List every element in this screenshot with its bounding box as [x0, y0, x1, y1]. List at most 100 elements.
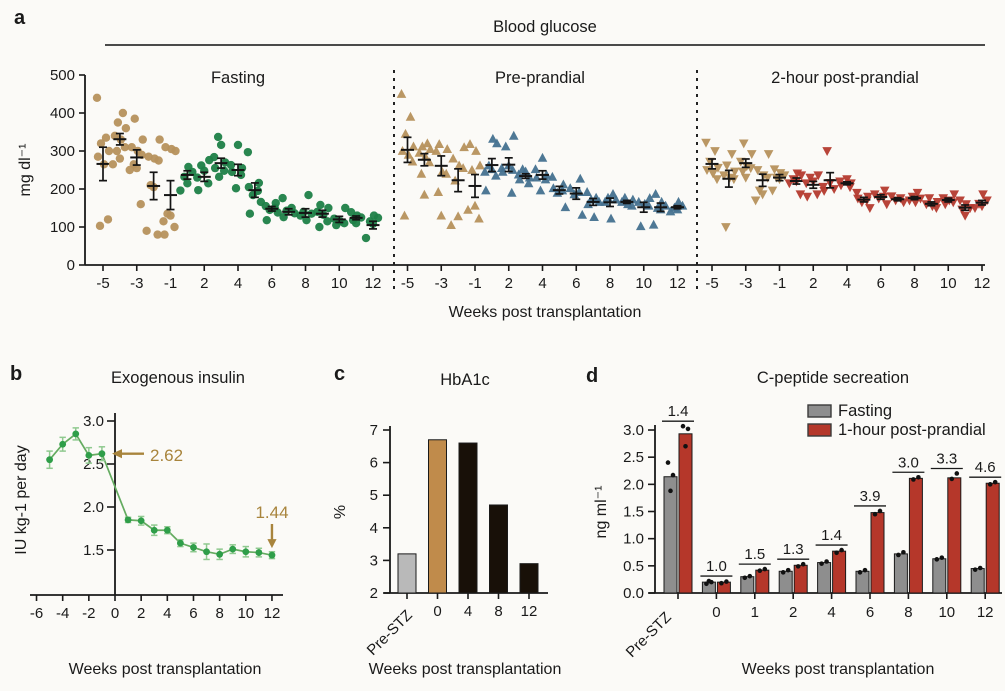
scatter-point	[767, 186, 778, 196]
error-bar	[265, 205, 279, 212]
scatter-point	[176, 186, 185, 195]
scatter-point	[812, 190, 823, 200]
scatter-point	[978, 190, 988, 200]
scatter-point	[712, 175, 722, 185]
scatter-point	[425, 144, 436, 153]
scatter-point	[633, 196, 644, 206]
scatter-point	[471, 146, 481, 155]
error-bar	[958, 204, 972, 212]
x-tick-label: 12	[521, 603, 538, 620]
subpanel-2-hour-post-prandial: -5 -3 -1 2 4 6 8 10 12	[701, 138, 992, 292]
x-tick-label: 0	[712, 604, 720, 621]
x-tick-label: 2	[809, 275, 817, 292]
scatter-point	[458, 163, 468, 172]
scatter-point	[531, 172, 542, 182]
scatter-point	[245, 209, 255, 218]
scatter-point	[407, 156, 418, 166]
error-bar	[502, 156, 516, 173]
error-bar	[231, 163, 245, 177]
scatter-point	[738, 139, 749, 149]
scatter-point	[113, 118, 123, 127]
legend-swatch-fasting	[807, 404, 832, 418]
scatter-point	[608, 188, 618, 198]
scatter-point	[514, 174, 525, 184]
ratio-label: 1.4	[821, 527, 842, 544]
x-tick-label: -5	[705, 275, 718, 292]
error-bar	[332, 215, 346, 224]
panel-a-title: Blood glucose	[493, 18, 597, 36]
bar-4	[458, 442, 478, 594]
scatter-point	[801, 179, 812, 189]
y-tick-label: 0	[67, 257, 75, 274]
error-bar	[113, 132, 127, 146]
error-bar	[941, 197, 955, 203]
y-tick-label: 2.5	[83, 456, 104, 473]
error-bar	[806, 180, 820, 190]
scatter-point	[416, 168, 427, 178]
scatter-point	[508, 130, 519, 140]
scatter-point	[713, 163, 723, 173]
scatter-point	[480, 166, 490, 176]
line-point	[203, 548, 210, 556]
bar-post-prandial	[947, 477, 962, 594]
scatter-point	[769, 165, 780, 175]
x-tick-label: 4	[163, 605, 171, 622]
scatter-point	[560, 202, 571, 212]
bar-fasting	[970, 568, 985, 594]
x-tick-label: 8	[910, 275, 918, 292]
scatter-point	[316, 200, 325, 210]
line-point	[98, 450, 106, 458]
scatter-point	[373, 213, 383, 223]
panel-c-plot: 2 3 4 5 6 7 Pre-STZ 0 4 8 12	[364, 422, 548, 659]
error-bar	[366, 220, 380, 230]
x-tick-label: -4	[56, 605, 69, 622]
line-point	[255, 549, 263, 556]
scatter-point	[492, 138, 502, 148]
data-dot	[719, 580, 724, 586]
x-tick-label: 0	[433, 603, 441, 620]
y-tick-label: 300	[50, 143, 75, 160]
scatter-point	[523, 178, 534, 188]
scatter-point	[304, 190, 313, 200]
scatter-point	[204, 179, 213, 188]
x-tick-label: -6	[30, 605, 43, 622]
scatter-point	[400, 128, 411, 138]
panel-a-ylabel: mg dl⁻¹	[17, 144, 34, 197]
x-tick-label: 4	[827, 604, 835, 621]
scatter-point	[701, 138, 711, 148]
error-bar	[603, 197, 617, 208]
scatter-point	[442, 144, 453, 153]
scatter-point	[673, 196, 684, 206]
scatter-point	[577, 209, 588, 219]
x-tick-label: 10	[940, 275, 957, 292]
error-bar	[282, 207, 296, 216]
scatter-point	[420, 151, 431, 161]
panel-b-ylabel: IU kg-1 per day	[13, 445, 30, 554]
scatter-point	[170, 222, 179, 232]
line-point	[124, 516, 132, 524]
panel-c-title: HbA1c	[440, 371, 490, 389]
scatter-point	[424, 157, 435, 167]
x-tick-label-pre-stz: Pre-STZ	[364, 607, 416, 659]
x-tick-label: 2	[137, 605, 145, 622]
scatter-point	[910, 198, 921, 208]
panel-d-plot: 0.0 0.5 1.0 1.5 2.0 2.5 3.0 Pre-STZ 1.4 0 1.0 1 1.5 2…	[623, 403, 1002, 661]
data-dot	[670, 472, 676, 478]
x-tick-label: 12	[977, 604, 994, 621]
scatter-point	[470, 200, 480, 210]
scatter-point	[194, 185, 203, 195]
scatter-point	[912, 188, 923, 198]
error-bar	[130, 149, 144, 166]
legend-label-fasting: Fasting	[838, 402, 892, 420]
line-point	[72, 430, 80, 438]
panel-b-xlabel: Weeks post transplantation	[69, 661, 262, 678]
x-tick-label: 8	[904, 604, 912, 621]
scatter-point	[341, 203, 350, 213]
scatter-point	[210, 163, 220, 173]
scatter-point	[361, 233, 371, 243]
scatter-point	[775, 169, 786, 179]
x-tick-label: 2	[505, 275, 513, 292]
scatter-point	[819, 187, 829, 196]
scatter-point	[227, 167, 237, 177]
bar-post-prandial	[908, 477, 923, 594]
